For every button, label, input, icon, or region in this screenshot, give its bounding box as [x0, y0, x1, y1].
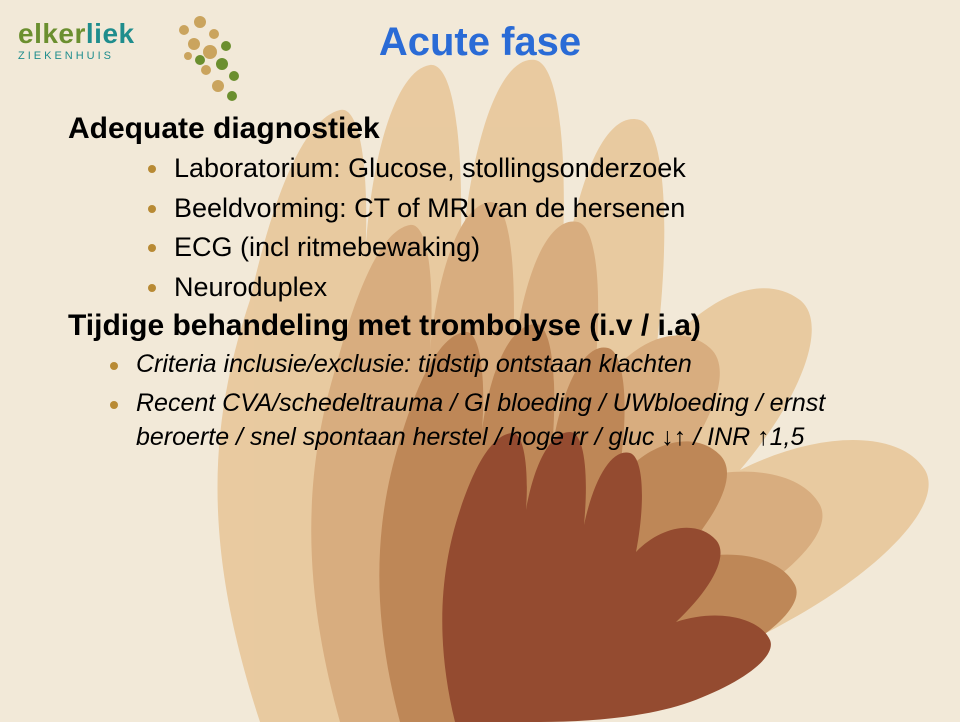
- bullet-icon: [148, 244, 156, 252]
- list-item: Neuroduplex: [68, 270, 920, 305]
- section2: Tijdige behandeling met trombolyse (i.v …: [68, 309, 920, 454]
- bullet-icon: [110, 362, 118, 370]
- bullet-icon: [148, 284, 156, 292]
- list-item: Recent CVA/schedeltrauma / GI bloeding /…: [68, 387, 920, 455]
- bullet-text: Criteria inclusie/exclusie: tijdstip ont…: [136, 348, 920, 382]
- section1-heading: Adequate diagnostiek: [68, 112, 920, 146]
- bullet-text: Neuroduplex: [174, 270, 920, 305]
- list-item: ECG (incl ritmebewaking): [68, 230, 920, 265]
- slide-content: Adequate diagnostiek Laboratorium: Gluco…: [68, 112, 920, 459]
- slide-title: Acute fase: [0, 20, 960, 65]
- section2-heading: Tijdige behandeling met trombolyse (i.v …: [68, 309, 920, 343]
- list-item: Laboratorium: Glucose, stollingsonderzoe…: [68, 151, 920, 186]
- bullet-icon: [110, 401, 118, 409]
- bullet-text: Laboratorium: Glucose, stollingsonderzoe…: [174, 151, 920, 186]
- list-item: Criteria inclusie/exclusie: tijdstip ont…: [68, 348, 920, 382]
- bullet-icon: [148, 205, 156, 213]
- bullet-text: ECG (incl ritmebewaking): [174, 230, 920, 265]
- list-item: Beeldvorming: CT of MRI van de hersenen: [68, 191, 920, 226]
- slide: elkerliek ZIEKENHUIS Acute fase Adequate…: [0, 0, 960, 722]
- bullet-text: Recent CVA/schedeltrauma / GI bloeding /…: [136, 387, 920, 455]
- bullet-text: Beeldvorming: CT of MRI van de hersenen: [174, 191, 920, 226]
- bullet-icon: [148, 165, 156, 173]
